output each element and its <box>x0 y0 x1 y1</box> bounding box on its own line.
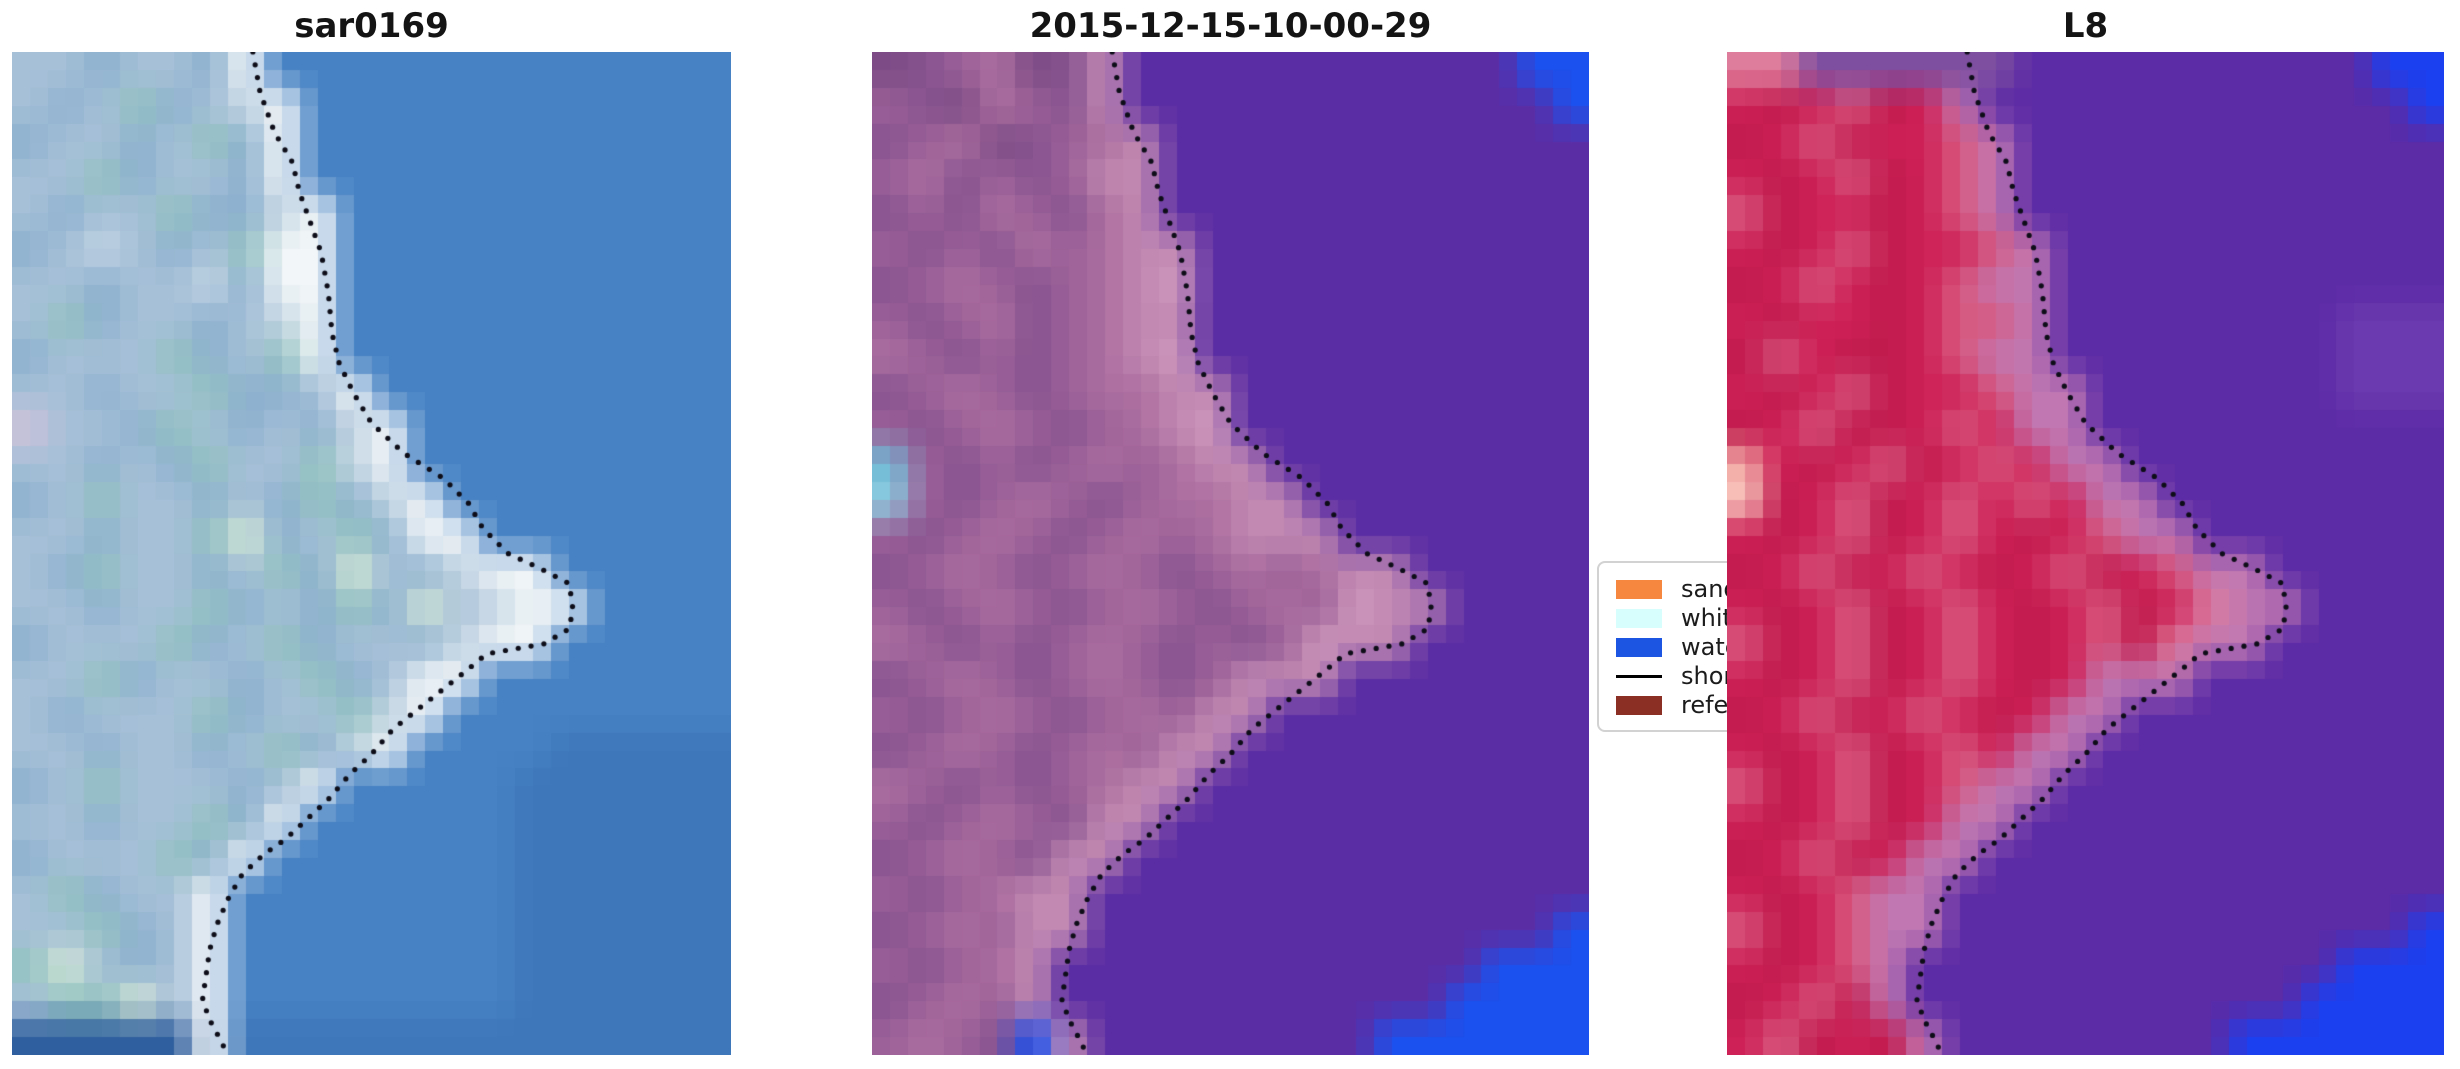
reference-swatch <box>1616 695 1662 715</box>
sar-image-canvas <box>12 52 731 1055</box>
panel-title-date: 2015-12-15-10-00-29 <box>1029 6 1432 46</box>
panel-title-l8: L8 <box>2062 6 2109 46</box>
whitewater-swatch <box>1616 608 1662 628</box>
shoreline-swatch <box>1616 674 1662 678</box>
l8-image-canvas <box>1727 52 2444 1055</box>
sand-swatch <box>1616 579 1662 599</box>
water-swatch <box>1616 637 1662 657</box>
classified-image-canvas <box>872 52 1589 1055</box>
panel-title-sar0169: sar0169 <box>294 6 449 46</box>
